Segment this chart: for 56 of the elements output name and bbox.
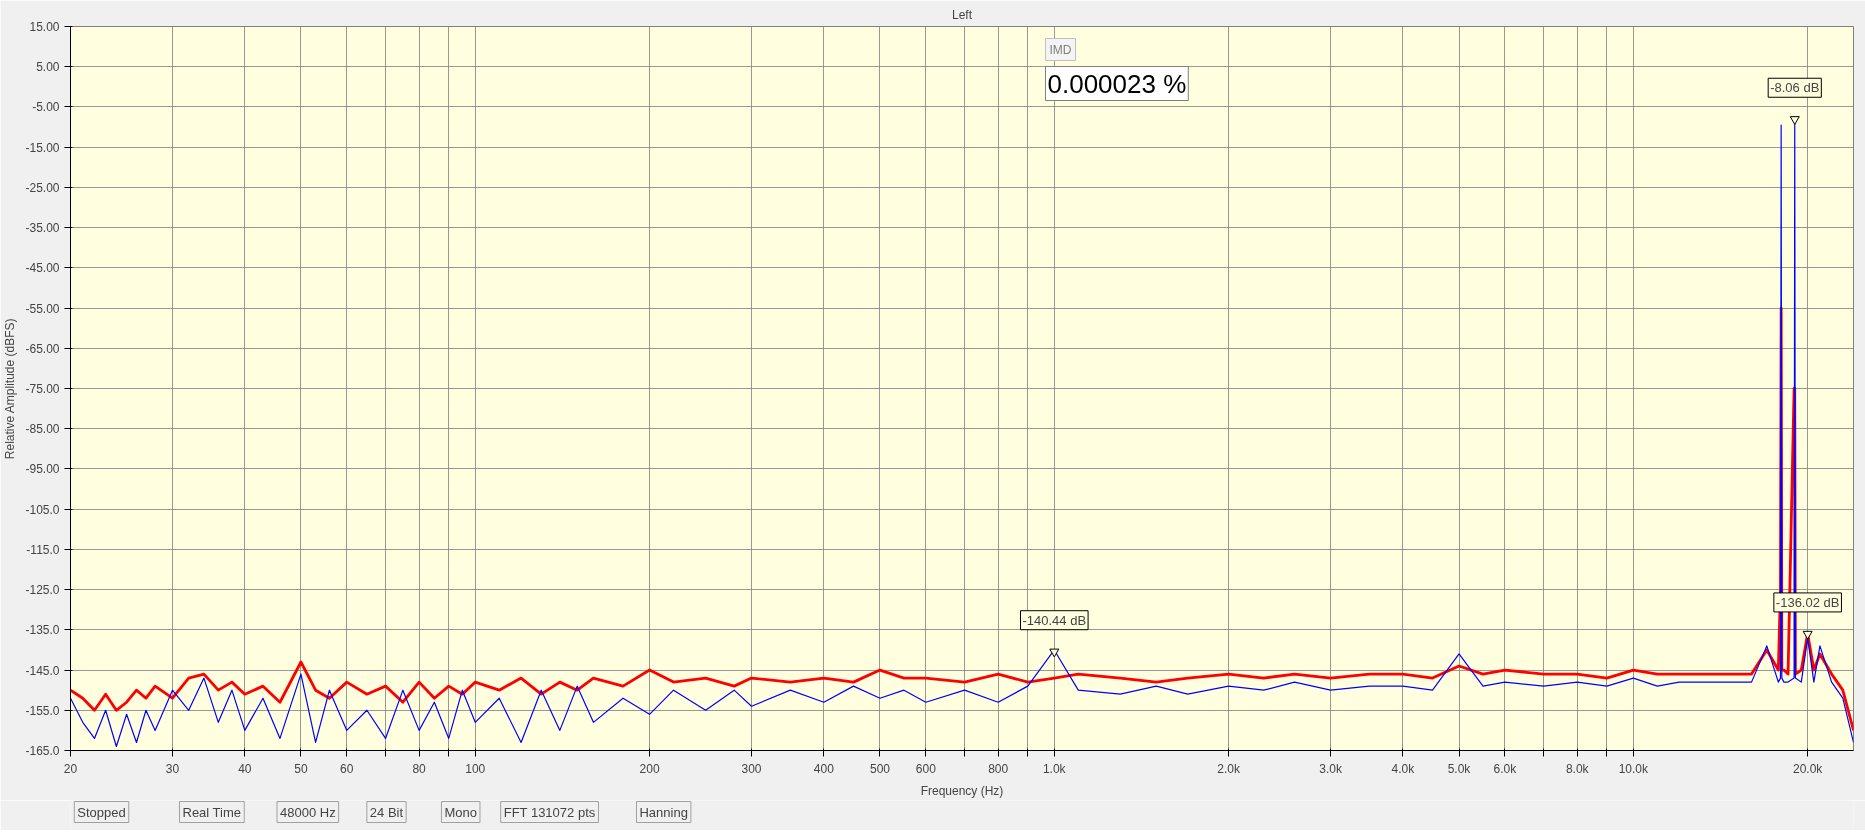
x-tick-label: 2.0k [1217,761,1241,776]
x-tick-label: 20.0k [1792,761,1824,776]
y-tick-label: -165.0 [25,744,60,758]
x-tick-label: 10.0k [1618,761,1650,776]
x-tick-label: 4.0k [1391,761,1416,776]
annotation: 0.000023 % [1047,68,1187,99]
x-tick-label: 600 [915,761,937,776]
x-tick-label: 80 [412,761,427,776]
y-tick-label: -5.00 [32,100,60,115]
x-tick-label: 6.0k [1493,761,1518,776]
y-tick-label: -65.00 [25,341,60,356]
y-tick-label: -115.0 [26,542,60,557]
x-tick-label: 8.0k [1565,761,1590,776]
y-tick-label: -55.00 [25,301,60,316]
text: 24 Bit [369,804,404,820]
annotation: -8.06 dB [1770,80,1820,96]
y-tick-label: -125.0 [25,583,60,598]
x-tick-label: 5.0k [1447,761,1472,776]
x-tick-label: 20 [63,761,78,776]
y-tick-label: -35.00 [25,221,60,236]
y-tick-label: -155.0 [25,703,60,718]
chart-title: Left [951,7,973,22]
x-axis-title: Frequency (Hz) [920,783,1004,798]
y-tick-label: -105.0 [25,502,60,517]
y-tick-label: -75.00 [25,382,60,396]
y-tick-label: -135.0 [25,623,60,638]
x-tick-label: 500 [869,761,891,776]
x-tick-label: 200 [639,761,660,776]
y-tick-label: -25.00 [25,180,60,195]
x-tick-label: 60 [340,761,354,776]
x-tick-label: 3.0k [1319,761,1343,776]
y-tick-label: -95.00 [25,462,60,477]
y-tick-label: -15.00 [25,140,60,155]
annotation: IMD [1049,42,1072,57]
x-tick-label: 100 [465,761,486,776]
text: Stopped [77,804,126,820]
annotation: -140.44 dB [1022,612,1087,628]
text: Mono [444,804,477,820]
text: 48000 Hz [280,804,336,820]
y-tick-label: -85.00 [25,422,60,437]
y-tick-label: -145.0 [25,663,60,678]
y-tick-label: -45.00 [25,261,60,276]
x-tick-label: 40 [238,761,252,776]
x-tick-label: 1.0k [1042,761,1067,776]
text: Real Time [182,804,242,820]
y-tick-label: 15.00 [29,20,60,34]
x-tick-label: 400 [813,761,835,776]
y-tick-label: 5.00 [36,60,60,75]
annotation: -136.02 dB [1775,594,1840,610]
text: Hanning [639,804,688,820]
x-tick-label: 800 [988,761,1009,776]
x-tick-label: 50 [294,761,308,776]
y-axis-title: Relative Amplitude (dBFS) [3,318,18,460]
x-tick-label: 300 [741,761,762,776]
text: FFT 131072 pts [503,804,596,820]
x-tick-label: 30 [165,761,180,776]
